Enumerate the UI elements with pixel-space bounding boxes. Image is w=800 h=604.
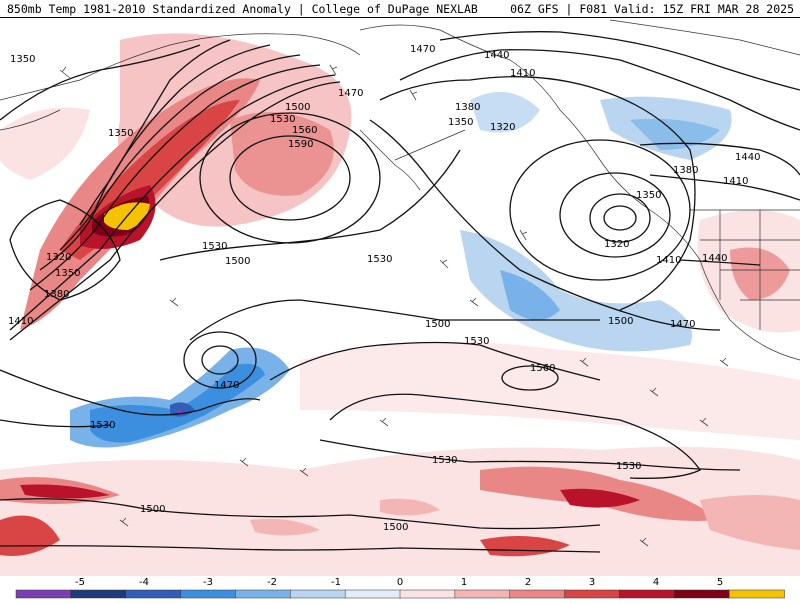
colorbar-label: -3 <box>203 577 213 588</box>
colorbar-swatch <box>674 589 730 599</box>
colorbar-swatch <box>399 589 456 599</box>
wind-barbs <box>59 64 729 547</box>
contour-label: 1350 <box>10 54 35 65</box>
contour-label: 1410 <box>510 68 535 79</box>
contour-label: 1530 <box>270 114 295 125</box>
contour-label: 1320 <box>604 239 629 250</box>
contour-label: 1350 <box>108 128 133 139</box>
colorbar-label: -1 <box>331 577 341 588</box>
colorbar-swatch <box>509 589 566 599</box>
contour-label: 1470 <box>338 88 363 99</box>
colorbar-swatch <box>344 589 401 599</box>
run-info: 06Z GFS | F081 Valid: 15Z FRI MAR 28 202… <box>510 2 794 16</box>
colorbar-svg: -5 -4 -3 -2 -1 0 1 2 3 4 5 <box>15 577 785 599</box>
contour-label: 1380 <box>455 102 480 113</box>
contour-label: 1410 <box>723 176 748 187</box>
contour-label: 1440 <box>484 50 509 61</box>
contour-label: 1530 <box>464 336 489 347</box>
colorbar-swatch <box>290 589 346 599</box>
colorbar-swatches <box>15 589 785 599</box>
colorbar-label: -4 <box>139 577 149 588</box>
contour-label: 1500 <box>425 319 450 330</box>
colorbar-label: -5 <box>75 577 85 588</box>
colorbar-label: 3 <box>589 577 595 588</box>
colorbar-label: -2 <box>267 577 277 588</box>
colorbar-swatch <box>728 589 785 599</box>
contour-label: 1530 <box>90 420 115 431</box>
contour-label: 1470 <box>214 380 239 391</box>
contour-label: 1410 <box>8 316 33 327</box>
colorbar-swatch <box>235 589 292 599</box>
contour-label: 1380 <box>673 165 698 176</box>
contour-label: 1500 <box>225 256 250 267</box>
contour-label: 1500 <box>608 316 633 327</box>
map-title: 850mb Temp 1981-2010 Standardized Anomal… <box>7 2 478 16</box>
colorbar-swatch <box>70 589 127 599</box>
title-bar: 850mb Temp 1981-2010 Standardized Anomal… <box>0 0 800 18</box>
contour-label: 1530 <box>367 254 392 265</box>
colorbar-label: 2 <box>525 577 531 588</box>
contour-label: 1530 <box>432 455 457 466</box>
height-contours <box>0 31 800 553</box>
contour-label: 1560 <box>530 363 555 374</box>
contour-labels: 1350 1350 1320 1350 1380 1410 1470 1500 … <box>8 44 760 533</box>
colorbar: -5 -4 -3 -2 -1 0 1 2 3 4 5 <box>0 576 800 600</box>
contour-label: 1440 <box>735 152 760 163</box>
colorbar-label: 0 <box>397 577 403 588</box>
contour-label: 1410 <box>656 255 681 266</box>
colorbar-label: 5 <box>717 577 723 588</box>
contour-label: 1530 <box>616 461 641 472</box>
colorbar-label: 1 <box>461 577 467 588</box>
contour-label: 1350 <box>636 190 661 201</box>
contour-label: 1350 <box>55 268 80 279</box>
colorbar-swatch <box>15 589 72 599</box>
colorbar-labels: -5 -4 -3 -2 -1 0 1 2 3 4 5 <box>75 577 723 588</box>
anomaly-shading <box>0 33 800 576</box>
contour-label: 1500 <box>383 522 408 533</box>
contour-label: 1320 <box>490 122 515 133</box>
contour-label: 1470 <box>670 319 695 330</box>
contour-label: 1500 <box>140 504 165 515</box>
colorbar-label: 4 <box>653 577 659 588</box>
coastlines <box>0 19 800 361</box>
contour-label: 1440 <box>702 253 727 264</box>
colorbar-swatch <box>454 589 511 599</box>
contour-label: 1470 <box>410 44 435 55</box>
colorbar-swatch <box>125 589 182 599</box>
contour-label: 1500 <box>285 102 310 113</box>
colorbar-swatch <box>619 589 676 599</box>
contour-label: 1530 <box>202 241 227 252</box>
anomaly-map: 1350 1350 1320 1350 1380 1410 1470 1500 … <box>0 19 800 576</box>
contour-label: 1350 <box>448 117 473 128</box>
contour-label: 1560 <box>292 125 317 136</box>
map-panel: 1350 1350 1320 1350 1380 1410 1470 1500 … <box>0 18 800 576</box>
contour-label: 1380 <box>44 289 69 300</box>
contour-label: 1320 <box>46 252 71 263</box>
colorbar-swatch <box>180 589 237 599</box>
colorbar-swatch <box>564 589 621 599</box>
contour-label: 1590 <box>288 139 313 150</box>
